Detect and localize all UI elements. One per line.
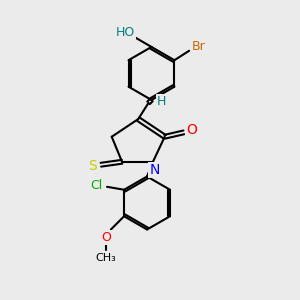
Text: HO: HO	[115, 26, 135, 39]
Text: H: H	[157, 95, 167, 108]
Text: N: N	[149, 163, 160, 177]
Text: S: S	[88, 159, 97, 173]
Text: O: O	[101, 231, 111, 244]
Text: O: O	[186, 123, 197, 137]
Text: CH₃: CH₃	[95, 253, 116, 263]
Text: Br: Br	[192, 40, 206, 53]
Text: Cl: Cl	[90, 179, 102, 192]
